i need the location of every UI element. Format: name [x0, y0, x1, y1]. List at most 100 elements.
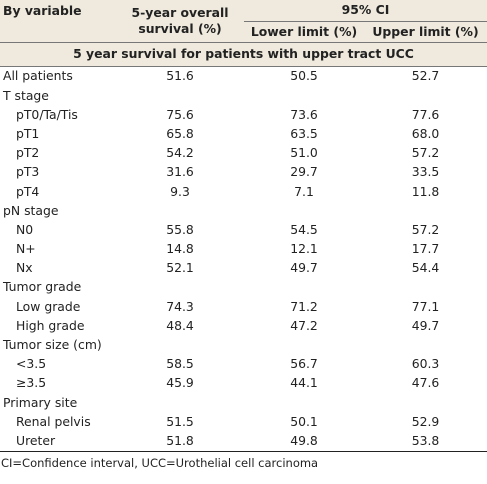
- upper-limit-value: 60.3: [411, 356, 440, 372]
- lower-limit-value: 29.7: [290, 164, 318, 180]
- table-row: pN stage: [0, 201, 487, 220]
- survival-value: 45.9: [166, 375, 194, 391]
- lower-limit-value: [244, 336, 364, 355]
- footnote: CI=Confidence interval, UCC=Urothelial c…: [1, 455, 319, 470]
- survival-value: 52.1: [166, 260, 194, 276]
- upper-limit-value: 33.5: [411, 164, 440, 180]
- row-label: pT4: [16, 183, 40, 199]
- lower-limit-value: 73.6: [290, 106, 318, 122]
- header-upper-limit: Upper limit (%): [364, 21, 487, 43]
- upper-limit-value: 49.7: [411, 317, 440, 333]
- survival-value: 58.5: [166, 356, 194, 372]
- lower-limit-value: [244, 201, 364, 220]
- row-label: All patients: [3, 68, 73, 84]
- lower-limit-value: 51.0: [290, 145, 318, 161]
- table-row: High grade 48.4 47.2 49.7: [0, 316, 487, 335]
- upper-limit-value: 77.6: [411, 106, 440, 122]
- row-label: Nx: [16, 260, 33, 276]
- row-label: ≥3.5: [16, 375, 47, 391]
- row-label: pT1: [16, 125, 40, 141]
- upper-limit-value: 54.4: [411, 260, 440, 276]
- lower-limit-value: 44.1: [290, 375, 318, 391]
- upper-limit-value: 11.8: [411, 183, 440, 199]
- lower-limit-value: [244, 278, 364, 297]
- survival-value: 14.8: [166, 241, 194, 257]
- header-lower-limit: Lower limit (%): [244, 21, 364, 43]
- header-overall-survival-line2: survival (%): [138, 21, 222, 37]
- lower-limit-value: 50.1: [290, 413, 318, 429]
- header-by-variable: By variable: [0, 0, 116, 43]
- table-row: <3.5 58.5 56.7 60.3: [0, 355, 487, 374]
- survival-value: 54.2: [166, 145, 194, 161]
- survival-value: 9.3: [170, 183, 190, 199]
- row-label: Tumor size (cm): [3, 337, 102, 353]
- row-label: N0: [16, 221, 34, 237]
- table-row: Tumor size (cm): [0, 336, 487, 355]
- lower-limit-value: 49.8: [244, 431, 364, 452]
- header-95-ci: 95% CI: [244, 0, 487, 22]
- survival-value: 51.8: [116, 431, 244, 452]
- table-row: All patients 51.6 50.5 52.7: [0, 67, 487, 87]
- table-row: N+ 14.8 12.1 17.7: [0, 240, 487, 259]
- section-title-row: 5 year survival for patients with upper …: [0, 42, 487, 67]
- table-row: T stage: [0, 86, 487, 105]
- row-label: pT0/Ta/Tis: [16, 106, 78, 122]
- table-row: pT4 9.3 7.1 11.8: [0, 182, 487, 201]
- row-label: pT2: [16, 145, 40, 161]
- row-label: T stage: [3, 87, 49, 103]
- upper-limit-value: 52.7: [411, 68, 440, 84]
- table-row: pT0/Ta/Tis 75.6 73.6 77.6: [0, 105, 487, 124]
- upper-limit-value: 47.6: [411, 375, 440, 391]
- header-overall-survival-line1: 5-year overall: [131, 5, 229, 20]
- upper-limit-value: [364, 201, 487, 220]
- survival-value: 51.5: [166, 413, 194, 429]
- row-label: N+: [16, 241, 36, 257]
- upper-limit-value: 52.9: [411, 413, 440, 429]
- lower-limit-value: 71.2: [290, 298, 318, 314]
- upper-limit-value: [364, 278, 487, 297]
- section-title: 5 year survival for patients with upper …: [0, 42, 487, 67]
- row-label: Primary site: [3, 394, 78, 410]
- survival-value: [116, 201, 244, 220]
- row-label: High grade: [16, 317, 85, 333]
- row-label: <3.5: [16, 356, 47, 372]
- upper-limit-value: [364, 393, 487, 412]
- header-row-2: Lower limit (%) Upper limit (%): [0, 21, 487, 43]
- lower-limit-value: [244, 393, 364, 412]
- table-row: Low grade 74.3 71.2 77.1: [0, 297, 487, 316]
- survival-value: 74.3: [166, 298, 194, 314]
- row-label: pT3: [16, 164, 40, 180]
- row-label: Renal pelvis: [16, 413, 91, 429]
- upper-limit-value: [364, 336, 487, 355]
- upper-limit-value: 53.8: [364, 431, 487, 452]
- survival-value: 55.8: [166, 221, 194, 237]
- table-row: pT3 31.6 29.7 33.5: [0, 163, 487, 182]
- upper-limit-value: 17.7: [411, 241, 440, 257]
- header-overall-survival: 5-year overall survival (%): [116, 0, 244, 43]
- survival-value: [116, 278, 244, 297]
- upper-limit-value: [364, 86, 487, 105]
- table-row: Tumor grade: [0, 278, 487, 297]
- lower-limit-value: 56.7: [290, 356, 318, 372]
- table-row: pT1 65.8 63.5 68.0: [0, 125, 487, 144]
- lower-limit-value: [244, 86, 364, 105]
- lower-limit-value: 49.7: [290, 260, 318, 276]
- row-label: Low grade: [16, 298, 81, 314]
- row-label: pN stage: [3, 202, 59, 218]
- lower-limit-value: 7.1: [294, 183, 314, 199]
- upper-limit-value: 57.2: [411, 221, 440, 237]
- survival-value: 51.6: [166, 68, 194, 84]
- table-row: Ureter 51.8 49.8 53.8: [0, 431, 487, 452]
- table-row: pT2 54.2 51.0 57.2: [0, 144, 487, 163]
- row-label: Tumor grade: [3, 279, 82, 295]
- upper-limit-value: 77.1: [411, 298, 440, 314]
- lower-limit-value: 47.2: [290, 317, 318, 333]
- table-row: Nx 52.1 49.7 54.4: [0, 259, 487, 278]
- survival-value: [116, 86, 244, 105]
- table-row: N0 55.8 54.5 57.2: [0, 221, 487, 240]
- table-row: Primary site: [0, 393, 487, 412]
- survival-value: [116, 393, 244, 412]
- survival-value: [116, 336, 244, 355]
- survival-value: 31.6: [166, 164, 194, 180]
- survival-value: 75.6: [166, 106, 194, 122]
